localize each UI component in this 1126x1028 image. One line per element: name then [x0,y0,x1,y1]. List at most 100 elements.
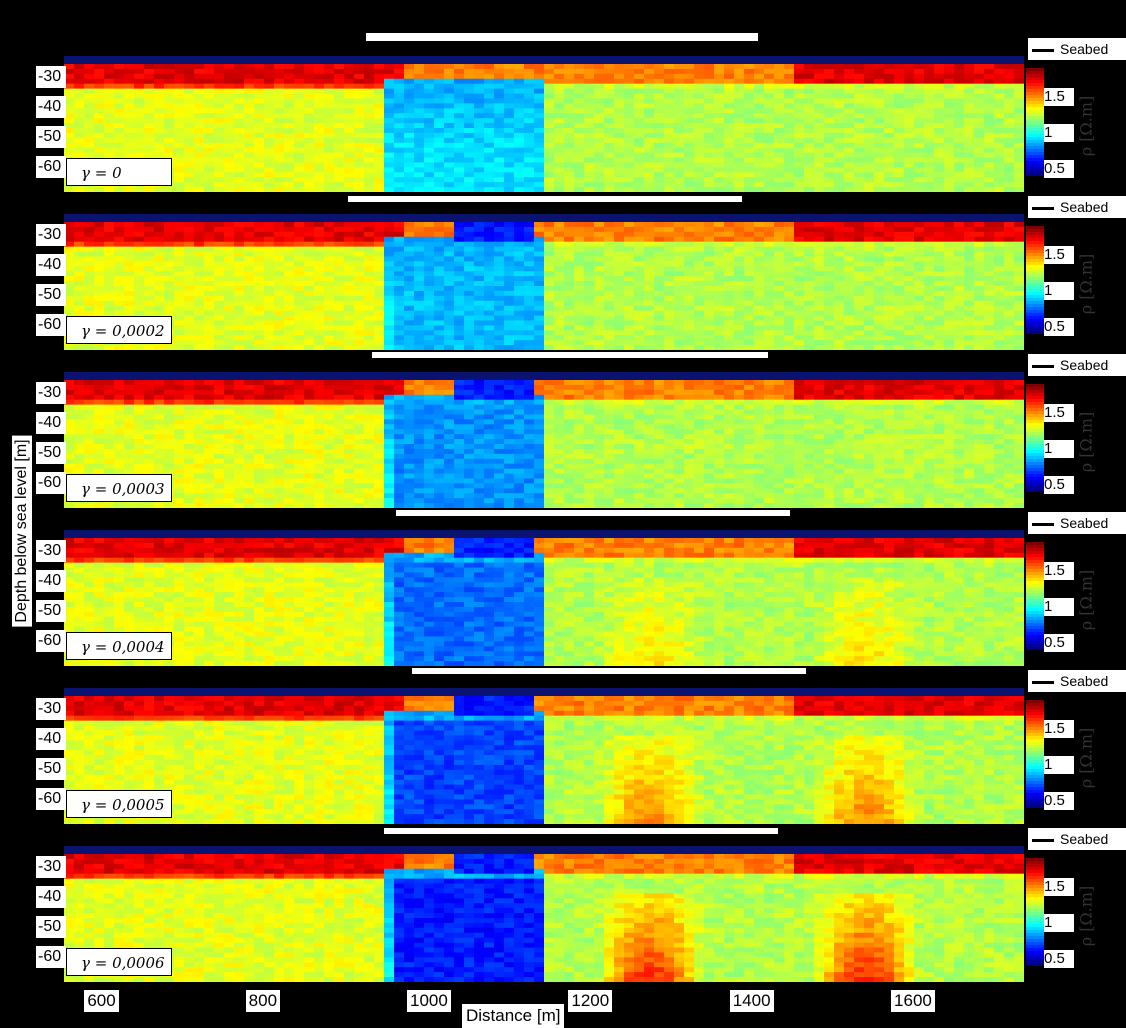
heatmap-cell [724,113,735,119]
heatmap-cell [264,167,275,173]
heatmap-cell [664,271,675,277]
heatmap-cell [234,276,245,282]
heatmap-cell [264,147,275,154]
heatmap-cell [774,152,785,159]
heatmap-cell [694,325,705,331]
heatmap-cell [604,246,615,253]
heatmap-cell [164,310,175,317]
heatmap-cell [514,113,525,119]
heatmap-cell [534,137,545,144]
heatmap-cell [254,172,265,178]
heatmap-cell [234,286,245,292]
heatmap-cell [134,98,145,104]
heatmap-cell [1004,256,1015,262]
heatmap-cell [274,177,285,183]
heatmap-cell [224,286,235,292]
heatmap-cell [714,340,725,346]
heatmap-cell [634,236,645,243]
heatmap-cell [514,305,525,312]
heatmap-cell [784,98,795,104]
heatmap-cell [444,64,455,70]
heatmap-cell [604,286,615,292]
heatmap-cell [654,137,665,144]
heatmap-cell [64,93,75,100]
heatmap-cell [874,271,885,277]
heatmap-cell [284,64,295,70]
heatmap-cell [884,172,895,178]
heatmap-cell [364,261,375,267]
heatmap-cell [864,162,875,168]
heatmap-cell [694,152,705,159]
heatmap-cell [344,182,355,188]
heatmap-cell [994,231,1005,238]
heatmap-cell [64,123,75,129]
colorbar-segment [1026,110,1044,114]
heatmap-cell [744,300,755,307]
heatmap-cell [374,261,385,267]
heatmap-cell [734,128,745,134]
heatmap-cell [604,123,615,129]
heatmap-cell [304,167,315,173]
heatmap-cell [74,108,85,114]
heatmap-cell [364,246,375,253]
heatmap-cell [904,310,915,317]
heatmap-cell [614,271,625,277]
heatmap-cell [94,300,105,307]
heatmap-cell [984,300,995,307]
heatmap-cell [954,236,965,243]
heatmap-cell [474,103,485,109]
heatmap-cell [374,226,385,233]
heatmap-cell [314,330,325,336]
heatmap-cell [584,182,595,188]
colorbar-segment [1026,152,1044,156]
heatmap-cell [194,305,205,312]
heatmap-cell [794,340,805,346]
heatmap-cell [304,137,315,144]
heatmap-cell [194,118,205,124]
heatmap-cell [384,286,395,292]
heatmap-cell [284,290,295,297]
heatmap-cell [734,132,745,139]
heatmap-cell [304,226,315,233]
heatmap-cell [444,132,455,139]
heatmap-cell [104,310,115,317]
heatmap-cell [244,162,255,168]
heatmap-cell [344,300,355,307]
heatmap-cell [264,226,275,233]
heatmap-cell [504,226,515,233]
heatmap-cell [834,147,845,154]
heatmap-cell [534,325,545,331]
heatmap-cell [74,132,85,139]
heatmap-cell [294,330,305,336]
heatmap-cell [344,236,355,243]
heatmap-cell [214,167,225,173]
heatmap-cell [864,118,875,124]
heatmap-cell [904,132,915,139]
heatmap-cell [674,290,685,297]
heatmap-cell [604,182,615,188]
heatmap-cell [884,93,895,100]
heatmap-cell [794,132,805,139]
heatmap-cell [634,246,645,253]
heatmap-cell [234,340,245,346]
heatmap-cell [244,246,255,253]
heatmap-cell [564,271,575,277]
heatmap-cell [184,330,195,336]
heatmap-cell [584,73,595,80]
heatmap-cell [574,222,585,228]
heatmap-cell [334,335,345,341]
heatmap-cell [324,261,335,267]
heatmap-cell [284,231,295,238]
heatmap-cell [104,305,115,312]
heatmap-cell [524,73,535,80]
heatmap-cell [814,68,825,75]
heatmap-cell [314,246,325,253]
heatmap-cell [644,157,655,164]
heatmap-cell [144,345,155,350]
heatmap-cell [304,281,315,287]
heatmap-cell [524,271,535,277]
heatmap-cell [474,113,485,119]
heatmap-cell [544,222,555,228]
heatmap-cell [704,335,715,341]
heatmap-cell [454,93,465,100]
